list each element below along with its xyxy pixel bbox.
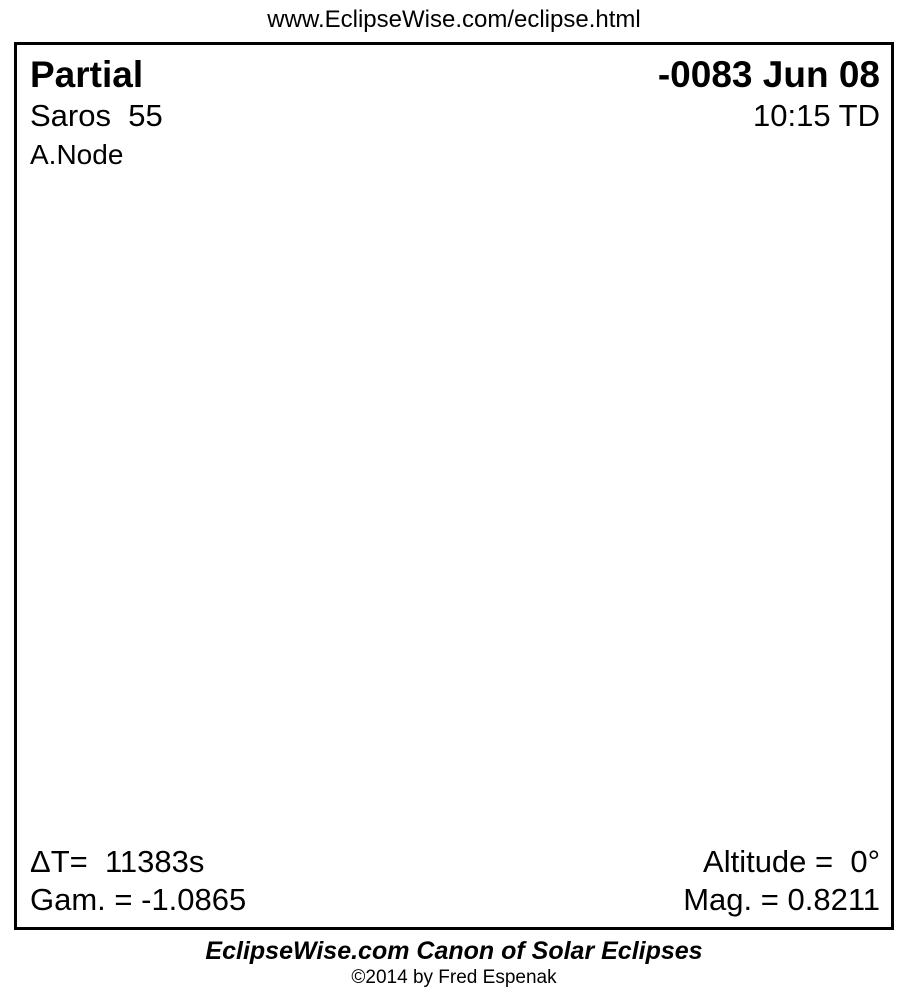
canon-title: EclipseWise.com Canon of Solar Eclipses [205, 937, 703, 965]
gamma-label: Gam. = -1.0865 [30, 882, 247, 917]
saros-label: Saros 55 [30, 98, 163, 133]
site-url-caption: www.EclipseWise.com/eclipse.html [267, 6, 641, 33]
eclipse-time-label: 10:15 TD [753, 98, 880, 133]
altitude-label: Altitude = 0° [703, 844, 880, 879]
eclipse-date-label: -0083 Jun 08 [657, 54, 880, 95]
map-frame [14, 42, 894, 930]
node-label: A.Node [30, 139, 124, 170]
magnitude-label: Mag. = 0.8211 [683, 882, 880, 917]
eclipse-type-label: Partial [30, 54, 144, 95]
delta-t-label: ΔT= 11383s [30, 844, 205, 879]
copyright-label: ©2014 by Fred Espenak [351, 967, 557, 988]
